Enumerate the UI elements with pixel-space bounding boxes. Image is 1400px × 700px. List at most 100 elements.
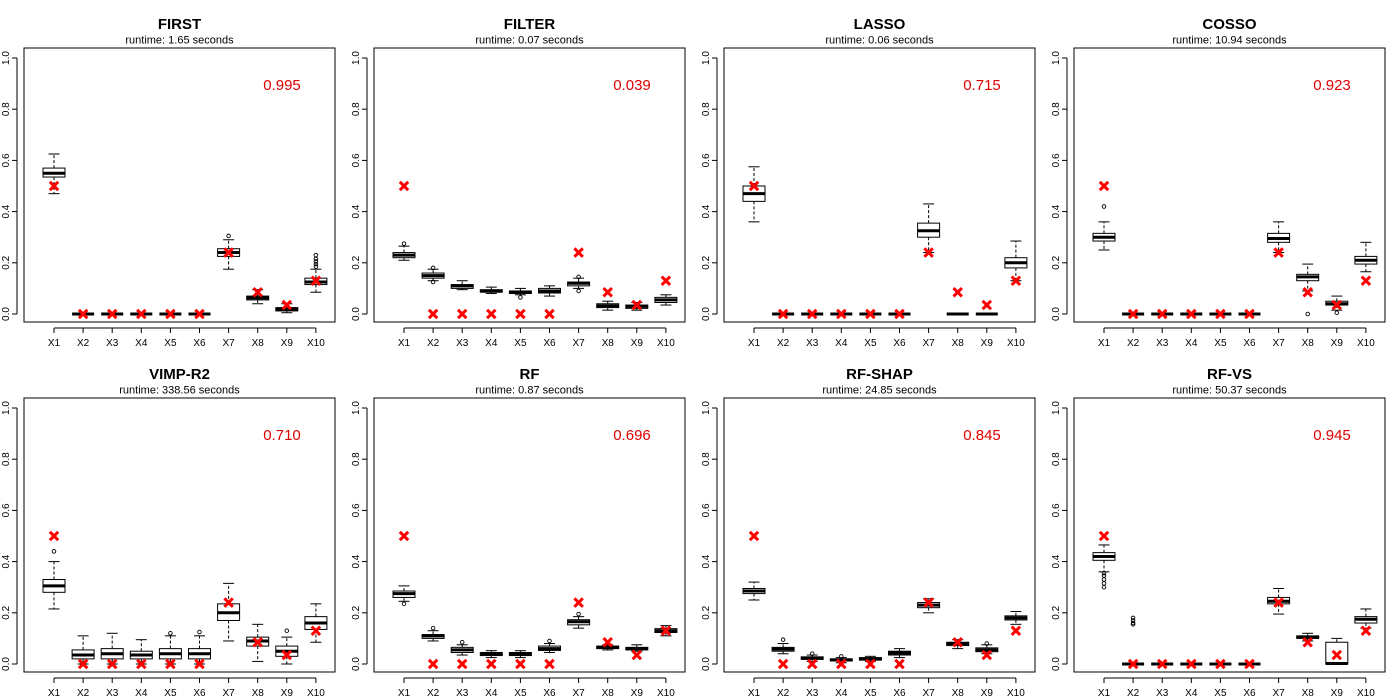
x-tick-label: X8	[252, 688, 265, 699]
truth-marker-stroke	[631, 649, 643, 661]
x-tick-label: X6	[1243, 688, 1256, 699]
y-tick-label: 1.0	[1051, 51, 1062, 65]
box-x5	[158, 631, 182, 665]
x-tick-label: X4	[1185, 688, 1198, 699]
box-x7	[917, 203, 941, 254]
truth-marker-stroke	[865, 658, 876, 670]
truth-marker	[1127, 308, 1139, 320]
x-tick-label: X7	[1272, 338, 1285, 349]
x-tick-label: X9	[1331, 688, 1344, 699]
box-x9	[625, 644, 649, 652]
x-tick-label: X3	[106, 688, 119, 699]
x-tick-label: X3	[806, 688, 819, 699]
box-x7	[567, 611, 591, 629]
box-x3	[450, 280, 474, 291]
truth-marker	[223, 597, 234, 608]
truth-marker	[1127, 658, 1139, 670]
truth-marker	[106, 658, 118, 670]
truth-marker	[1302, 286, 1313, 298]
y-axis: 0.0 0.2 0.4 0.6 0.8 1.0	[701, 401, 718, 671]
outlier-point	[809, 651, 815, 657]
y-axis: 0.0 0.2 0.4 0.6 0.8 1.0	[1, 51, 18, 321]
x-tick-label: X1	[1098, 338, 1111, 349]
truth-marker-stroke	[1244, 308, 1255, 320]
x-tick-label: X3	[1156, 688, 1169, 699]
outlier-point	[839, 654, 844, 659]
x-tick-label: X5	[514, 688, 527, 699]
outlier-point	[1130, 615, 1136, 621]
truth-marker-stroke	[252, 636, 263, 648]
truth-marker	[310, 625, 322, 636]
truth-marker	[136, 308, 147, 320]
outlier-point	[1101, 573, 1107, 578]
panel-subtitle: runtime: 0.06 seconds	[825, 35, 934, 47]
outlier-point	[226, 233, 231, 239]
box-x10	[1004, 240, 1028, 282]
outlier-point	[1101, 204, 1107, 209]
panel-title: FILTER	[504, 16, 556, 33]
y-tick-label: 0.4	[1051, 204, 1062, 218]
x-tick-label: X9	[281, 338, 294, 349]
truth-marker	[106, 308, 118, 320]
x-tick-label: X4	[835, 688, 848, 699]
outlier-point	[576, 611, 581, 617]
y-tick-label: 0.2	[701, 255, 712, 269]
y-tick-label: 0.6	[1051, 503, 1062, 517]
x-tick-label: X8	[952, 688, 965, 699]
truth-marker-stroke	[165, 308, 176, 320]
box-x9	[275, 303, 299, 314]
x-tick-label: X4	[485, 338, 498, 349]
y-tick-label: 0.8	[351, 102, 362, 116]
truth-marker	[602, 636, 613, 648]
x-tick-label: X1	[1098, 688, 1111, 699]
truth-marker	[631, 649, 643, 661]
x-tick-label: X2	[777, 338, 790, 349]
y-tick-label: 0.0	[351, 307, 362, 321]
truth-marker-stroke	[486, 658, 497, 670]
y-tick-label: 0.4	[701, 204, 712, 218]
plot-frame	[723, 47, 1036, 323]
x-tick-label: X1	[398, 688, 411, 699]
box-x6	[538, 638, 561, 653]
plot-frame	[723, 397, 1036, 673]
y-tick-label: 0.2	[1, 605, 12, 619]
box-x2	[421, 265, 445, 285]
outlier-point	[401, 601, 407, 607]
box-x10	[654, 294, 678, 306]
truth-marker-stroke	[923, 247, 934, 258]
truth-marker	[806, 658, 818, 670]
outlier-point	[430, 279, 436, 285]
y-tick-label: 0.8	[701, 452, 712, 466]
panel-score: 0.696	[613, 427, 651, 444]
truth-marker-stroke	[1302, 636, 1313, 648]
truth-marker-stroke	[1010, 625, 1022, 636]
truth-marker	[515, 658, 526, 670]
truth-marker-stroke	[981, 649, 993, 661]
panel-title: LASSO	[854, 16, 906, 33]
truth-marker	[427, 658, 439, 670]
x-tick-label: X5	[864, 688, 877, 699]
truth-marker-stroke	[1360, 625, 1372, 636]
truth-marker-stroke	[515, 308, 526, 320]
box-x7	[217, 582, 241, 642]
x-axis: X1 X2 X3 X4 X5 X6 X7 X8 X9 X10	[398, 677, 675, 699]
truth-marker	[748, 530, 760, 542]
x-tick-label: X10	[1357, 338, 1375, 349]
y-tick-label: 1.0	[351, 51, 362, 65]
y-axis: 0.0 0.2 0.4 0.6 0.8 1.0	[1, 401, 18, 671]
x-tick-label: X7	[922, 338, 935, 349]
x-tick-label: X6	[893, 688, 906, 699]
truth-marker	[456, 658, 468, 670]
outlier-point	[984, 641, 990, 646]
box-x1	[42, 153, 66, 195]
y-axis: 0.0 0.2 0.4 0.6 0.8 1.0	[351, 51, 368, 321]
truth-marker-stroke	[223, 597, 234, 608]
x-tick-label: X7	[222, 338, 235, 349]
x-tick-label: X1	[48, 338, 61, 349]
y-tick-label: 0.2	[351, 605, 362, 619]
x-tick-label: X7	[222, 688, 235, 699]
y-tick-label: 0.0	[701, 657, 712, 671]
x-tick-label: X4	[835, 338, 848, 349]
